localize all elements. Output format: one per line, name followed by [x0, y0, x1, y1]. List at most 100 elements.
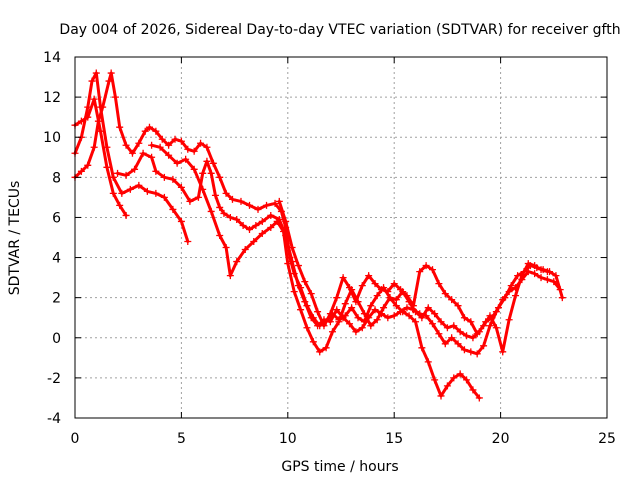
data-point	[297, 306, 305, 314]
data-point	[282, 217, 290, 225]
data-point	[84, 161, 92, 169]
data-point	[418, 344, 426, 352]
data-point	[152, 167, 160, 175]
data-point	[384, 288, 392, 296]
data-point	[367, 322, 375, 330]
data-point	[380, 304, 388, 312]
data-point	[103, 143, 111, 151]
data-point	[156, 143, 164, 151]
y-tick-label: 10	[43, 130, 61, 146]
data-point	[152, 127, 160, 135]
data-point	[135, 139, 143, 147]
y-tick-label: 12	[43, 90, 61, 106]
data-point	[480, 322, 488, 330]
data-point	[207, 169, 215, 177]
data-point	[454, 340, 462, 348]
data-point	[322, 344, 330, 352]
data-point	[367, 302, 375, 310]
data-point	[290, 288, 298, 296]
data-point	[469, 386, 477, 394]
x-tick-label: 25	[598, 431, 616, 447]
data-point	[216, 173, 224, 181]
data-point	[258, 229, 266, 237]
data-point	[524, 260, 532, 268]
data-point	[222, 244, 230, 252]
data-point	[226, 213, 234, 221]
series-pass-5	[148, 141, 483, 402]
data-point	[429, 266, 437, 274]
x-tick-label: 20	[492, 431, 510, 447]
data-point	[352, 298, 360, 306]
data-point	[190, 147, 198, 155]
data-point	[399, 308, 407, 316]
data-point	[443, 324, 451, 332]
data-point	[475, 394, 483, 402]
data-point	[326, 310, 334, 318]
data-point	[184, 145, 192, 153]
data-point	[160, 193, 168, 201]
data-point	[77, 167, 85, 175]
data-point	[203, 143, 211, 151]
data-point	[314, 322, 322, 330]
data-point	[480, 342, 488, 350]
series-pass-6	[275, 197, 551, 356]
series-layer	[71, 69, 566, 402]
data-point	[116, 201, 124, 209]
data-point	[199, 185, 207, 193]
data-point	[441, 340, 449, 348]
data-point	[377, 286, 385, 294]
data-point	[437, 318, 445, 326]
data-point	[456, 370, 464, 378]
data-point	[397, 286, 405, 294]
data-point	[463, 332, 471, 340]
data-point	[184, 238, 192, 246]
series-trace	[73, 71, 564, 340]
data-point	[303, 324, 311, 332]
data-point	[511, 292, 519, 300]
data-point	[552, 272, 560, 280]
data-point	[90, 95, 98, 103]
data-point	[373, 292, 381, 300]
data-point	[177, 217, 185, 225]
plot-frame	[74, 56, 608, 419]
data-point	[186, 197, 194, 205]
data-point	[354, 314, 362, 322]
data-point	[450, 322, 458, 330]
data-point	[431, 310, 439, 318]
data-point	[492, 308, 500, 316]
data-point	[392, 302, 400, 310]
data-point	[141, 127, 149, 135]
y-tick-label: 14	[43, 50, 61, 66]
data-point	[171, 135, 179, 143]
data-point	[320, 322, 328, 330]
data-point	[335, 318, 343, 326]
y-tick-label: -2	[47, 371, 61, 387]
data-point	[122, 141, 130, 149]
data-point	[258, 217, 266, 225]
data-point	[173, 159, 181, 167]
data-point	[486, 312, 494, 320]
data-point	[307, 314, 315, 322]
data-point	[435, 280, 443, 288]
data-point	[416, 310, 424, 318]
data-point	[416, 268, 424, 276]
data-point	[316, 348, 324, 356]
data-point	[84, 103, 92, 111]
data-point	[358, 282, 366, 290]
data-point	[216, 231, 224, 239]
data-point	[473, 350, 481, 358]
data-point	[122, 211, 130, 219]
data-point	[386, 294, 394, 302]
data-point	[365, 272, 373, 280]
data-point	[422, 262, 430, 270]
data-point	[333, 294, 341, 302]
data-point	[441, 290, 449, 298]
chart-title: Day 004 of 2026, Sidereal Day-to-day VTE…	[59, 22, 620, 38]
data-point	[429, 320, 437, 328]
data-point	[239, 221, 247, 229]
data-point	[301, 278, 309, 286]
data-point	[346, 320, 354, 328]
series-trace	[150, 143, 481, 400]
y-tick-label: -4	[47, 411, 61, 427]
